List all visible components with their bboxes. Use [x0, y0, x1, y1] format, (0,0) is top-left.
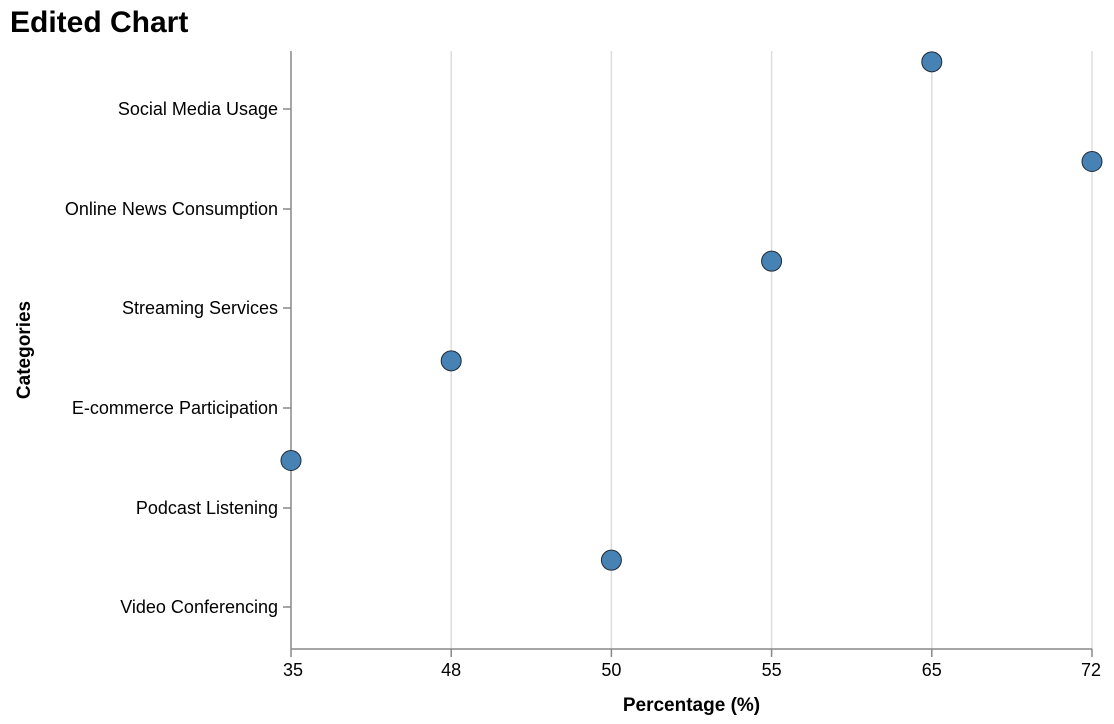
- x-axis-ticks: 35 48 50 55 65 72: [283, 649, 1101, 680]
- x-axis-title: Percentage (%): [623, 695, 760, 716]
- x-tick-label: 55: [762, 660, 782, 680]
- data-point: [280, 450, 302, 471]
- chart-title: Edited Chart: [10, 6, 189, 39]
- y-axis-ticks: Social Media Usage Online News Consumptio…: [65, 99, 291, 617]
- data-point: [761, 250, 783, 272]
- y-tick-label: Online News Consumption: [65, 199, 278, 219]
- grid-lines: [450, 51, 1093, 649]
- x-tick-label: 65: [922, 660, 942, 680]
- y-tick-label: Video Conferencing: [120, 597, 278, 617]
- y-tick-label: Podcast Listening: [136, 498, 278, 518]
- data-points: [280, 51, 1103, 571]
- x-tick-label: 35: [283, 660, 303, 680]
- y-tick-label: Streaming Services: [122, 298, 278, 318]
- x-tick-label: 72: [1081, 660, 1101, 680]
- y-tick-label: E-commerce Participation: [72, 398, 278, 418]
- data-point: [921, 51, 943, 73]
- y-tick-label: Social Media Usage: [118, 99, 278, 119]
- x-tick-label: 50: [601, 660, 621, 680]
- data-point: [440, 350, 462, 372]
- y-axis-title: Categories: [14, 301, 35, 399]
- x-tick-label: 48: [441, 660, 461, 680]
- axes: [290, 51, 1092, 650]
- data-point: [600, 549, 622, 571]
- data-point: [1081, 151, 1103, 172]
